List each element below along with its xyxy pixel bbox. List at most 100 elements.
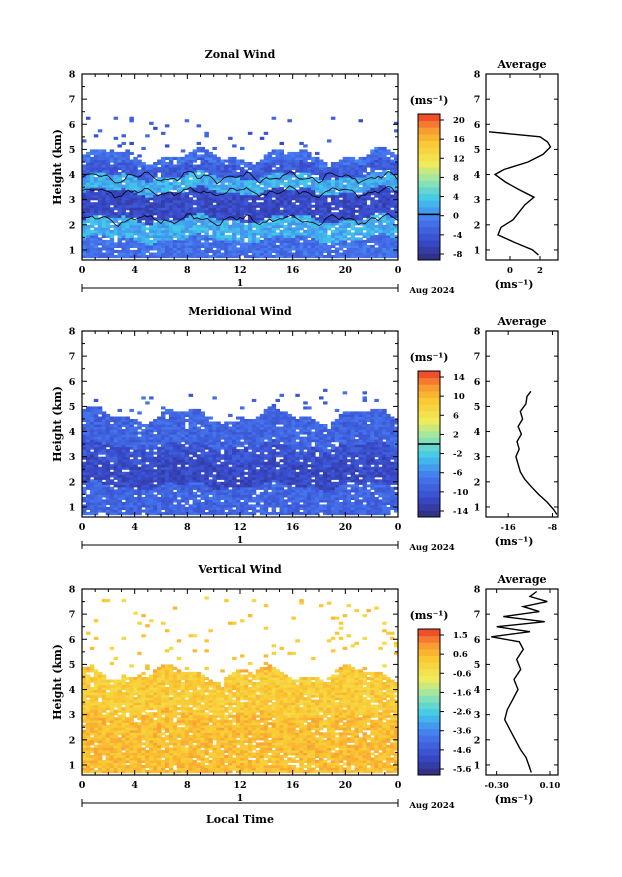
colorbar-swatch <box>418 497 440 504</box>
colorbar-tick-label: -4 <box>453 231 463 241</box>
colorbar-tick-label: 1.5 <box>453 631 468 641</box>
profile-ytick-label: 2 <box>474 477 481 488</box>
colorbar-unit: (ms⁻¹) <box>410 351 449 364</box>
profile-line <box>516 391 557 514</box>
xtick-label: 12 <box>233 265 246 276</box>
profile-ytick-label: 2 <box>474 220 481 231</box>
colorbar-swatch <box>418 662 440 669</box>
colorbar-tick-label: 6 <box>453 411 459 421</box>
colorbar-tick-label: 0 <box>453 212 459 222</box>
colorbar-tick-label: -5.6 <box>453 765 471 775</box>
colorbar-swatch <box>418 444 440 451</box>
colorbar-swatch <box>418 735 440 742</box>
xtick-label: 0 <box>79 780 86 791</box>
colorbar-swatch <box>418 247 440 254</box>
colorbar-swatch <box>418 510 440 517</box>
profile-ytick-label: 6 <box>474 635 481 646</box>
colorbar-swatch <box>418 180 440 187</box>
ytick-label: 4 <box>69 685 76 696</box>
colorbar-swatch <box>418 187 440 194</box>
colorbar-swatch <box>418 424 440 431</box>
colorbar-swatch <box>418 656 440 663</box>
profile-ytick-label: 4 <box>474 427 481 438</box>
colorbar-tick-label: -4.6 <box>453 746 471 756</box>
colorbar-tick-label: 4 <box>453 193 459 203</box>
ytick-label: 5 <box>69 402 76 413</box>
ytick-label: 5 <box>69 145 76 156</box>
heatmap-field <box>82 597 399 774</box>
profile-ytick-label: 6 <box>474 377 481 388</box>
y-axis-label: Height (km) <box>51 386 64 462</box>
ytick-label: 2 <box>69 735 76 746</box>
profile-xtick-label: 0 <box>507 266 513 276</box>
profile-ytick-label: 1 <box>474 245 481 256</box>
colorbar-tick-label: -6 <box>453 469 463 479</box>
xtick-label: 16 <box>286 780 300 791</box>
colorbar-swatch <box>418 742 440 749</box>
profile-ytick-label: 7 <box>474 95 481 106</box>
colorbar-tick-label: 20 <box>453 116 465 126</box>
xtick-label: 4 <box>131 265 138 276</box>
colorbar-tick-label: 2 <box>453 430 459 440</box>
profile-title: Average <box>496 58 546 71</box>
colorbar-swatch <box>418 649 440 656</box>
ytick-label: 8 <box>69 327 76 338</box>
colorbar-swatch <box>418 167 440 174</box>
colorbar-swatch <box>418 715 440 722</box>
ytick-label: 8 <box>69 70 76 81</box>
heatmap-field <box>82 389 399 515</box>
profile-ytick-label: 6 <box>474 120 481 131</box>
colorbar-swatch <box>418 669 440 676</box>
ytick-label: 6 <box>69 635 76 646</box>
date-month-label: Aug 2024 <box>408 801 454 811</box>
xtick-label: 20 <box>339 780 353 791</box>
colorbar-tick-label: 0.6 <box>453 650 468 660</box>
profile-ytick-label: 5 <box>474 660 481 671</box>
colorbar-swatch <box>418 253 440 260</box>
colorbar-swatch <box>418 636 440 643</box>
colorbar-swatch <box>418 121 440 128</box>
ytick-label: 1 <box>69 760 76 771</box>
xtick-label: 12 <box>233 780 246 791</box>
colorbar-tick-label: -8 <box>453 250 463 260</box>
colorbar-swatch <box>418 491 440 498</box>
profile-ytick-label: 2 <box>474 735 481 746</box>
colorbar-swatch <box>418 629 440 636</box>
xtick-label: 8 <box>184 265 191 276</box>
colorbar-swatch <box>418 411 440 418</box>
colorbar-swatch <box>418 194 440 201</box>
profile-line <box>489 132 551 255</box>
colorbar-tick-label: 10 <box>453 392 465 402</box>
colorbar-swatch <box>418 384 440 391</box>
profile-line <box>491 592 547 773</box>
xtick-label: 8 <box>184 780 191 791</box>
profile-title: Average <box>496 315 546 328</box>
colorbar-swatch <box>418 451 440 458</box>
colorbar-swatch <box>418 418 440 425</box>
ytick-label: 3 <box>69 710 76 721</box>
colorbar-swatch <box>418 161 440 168</box>
colorbar-swatch <box>418 431 440 438</box>
profile-xlabel: (ms⁻¹) <box>495 278 534 291</box>
profile-xtick-label: -0.30 <box>485 781 509 791</box>
panel-title: Zonal Wind <box>205 48 276 61</box>
xtick-label: 8 <box>184 522 191 533</box>
colorbar-swatch <box>418 154 440 161</box>
panel-title: Meridional Wind <box>188 305 292 318</box>
colorbar-swatch <box>418 200 440 207</box>
profile-ytick-label: 3 <box>474 710 481 721</box>
colorbar-swatch <box>418 371 440 378</box>
profile-ytick-label: 8 <box>474 327 481 338</box>
colorbar-swatch <box>418 378 440 385</box>
xtick-label: 20 <box>339 265 353 276</box>
profile-ytick-label: 1 <box>474 760 481 771</box>
ytick-label: 4 <box>69 170 76 181</box>
profile-ytick-label: 1 <box>474 502 481 513</box>
ytick-label: 3 <box>69 452 76 463</box>
colorbar-swatch <box>418 729 440 736</box>
colorbar-swatch <box>418 207 440 214</box>
colorbar-swatch <box>418 709 440 716</box>
colorbar-swatch <box>418 749 440 756</box>
